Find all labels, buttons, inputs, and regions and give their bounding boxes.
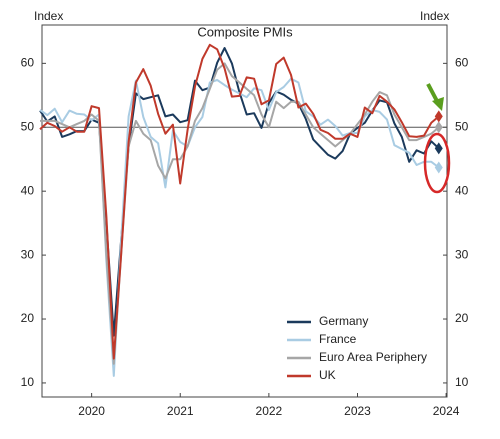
- series-line: [39, 43, 440, 360]
- y2-tick-label: 40: [455, 183, 469, 197]
- y2-axis-label: Index: [420, 9, 449, 23]
- series-line: [40, 62, 440, 365]
- y-tick-label: 40: [21, 183, 35, 197]
- legend-label: UK: [319, 368, 336, 382]
- x-tick-label: 2023: [344, 404, 371, 418]
- y2-tick-label: 50: [455, 119, 469, 133]
- chart-title: Composite PMIs: [197, 24, 293, 39]
- last-point-marker: [434, 110, 443, 123]
- legend-label: France: [319, 332, 357, 346]
- y-tick-label: 10: [21, 375, 35, 389]
- last-point-marker: [434, 121, 443, 134]
- y2-tick-label: 30: [455, 247, 469, 261]
- y-tick-label: 20: [21, 311, 35, 325]
- y-tick-label: 30: [21, 247, 35, 261]
- x-tick-label: 2022: [256, 404, 283, 418]
- highlight-ellipse: [423, 132, 451, 194]
- y-tick-label: 60: [21, 56, 35, 70]
- legend-label: Euro Area Periphery: [319, 350, 427, 364]
- y-tick-label: 50: [21, 119, 35, 133]
- legend-label: Germany: [319, 314, 368, 328]
- plot-frame: [41, 24, 448, 398]
- y2-tick-label: 20: [455, 311, 469, 325]
- plot: 10 20 30 40 50 60 10 20 30 40 50 60 2020 2021 2022 2023…: [21, 43, 469, 418]
- y-axis-label: Index: [34, 9, 63, 23]
- last-point-marker: [434, 161, 443, 174]
- y2-tick-label: 60: [455, 56, 469, 70]
- x-tick-label: 2024: [433, 404, 460, 418]
- series-line: [39, 47, 440, 337]
- y2-tick-label: 10: [455, 375, 469, 389]
- annotation-arrowhead: [432, 97, 444, 111]
- last-point-marker: [434, 142, 443, 155]
- x-tick-label: 2020: [78, 404, 105, 418]
- x-tick-label: 2021: [167, 404, 194, 418]
